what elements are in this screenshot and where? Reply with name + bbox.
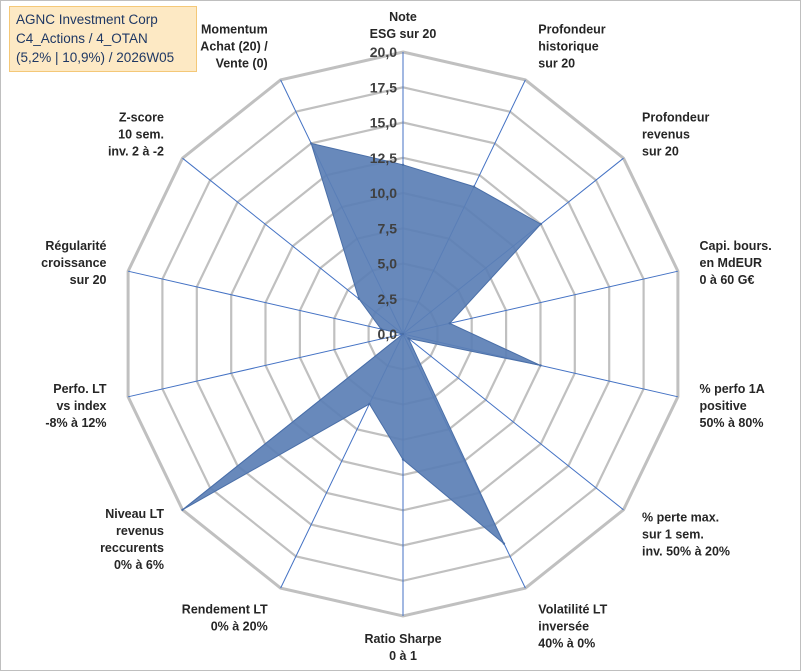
data-point	[401, 163, 405, 166]
axis-label: Volatilité LT inversée 40% à 0%	[538, 603, 607, 651]
data-point	[502, 542, 506, 545]
data-point	[181, 508, 184, 511]
tick-label: 2,5	[378, 291, 398, 307]
data-point	[379, 327, 383, 331]
data-point	[401, 458, 405, 461]
tick-label: 10,0	[370, 185, 397, 201]
axis-label: Régularité croissance sur 20	[41, 239, 106, 287]
axis-spoke	[127, 333, 404, 398]
axis-label: Rendement LT 0% à 20%	[182, 603, 268, 634]
title-company: AGNC Investment Corp	[16, 12, 158, 27]
title-performance-week: (5,2% | 10,9%) / 2026W05	[16, 50, 175, 65]
axis-spoke	[127, 270, 404, 335]
axis-label: Profondeur revenus sur 20	[642, 110, 709, 158]
data-point	[368, 402, 371, 406]
axis-label: Niveau LT revenus reccurents 0% à 6%	[100, 507, 164, 572]
data-point	[539, 222, 542, 226]
tick-label: 5,0	[378, 256, 398, 272]
axis-label: % perte max. sur 1 sem. inv. 50% à 20%	[642, 511, 730, 559]
data-point	[310, 142, 313, 145]
tick-label: 12,5	[370, 150, 397, 166]
axis-spoke	[402, 333, 624, 511]
tick-label: 7,5	[378, 220, 398, 236]
axis-label: Momentum Achat (20) / Vente (0)	[200, 23, 268, 71]
data-point	[357, 297, 361, 300]
axis-labels: Note ESG sur 20 Profondeur historique sur 20…	[41, 10, 772, 663]
radial-tick-labels: 0,0 2,5 5,0 7,5 10,0 12,5 15,0 17,5 20,0	[370, 44, 397, 342]
tick-label: 15,0	[370, 115, 397, 131]
tick-label: 0,0	[378, 326, 398, 342]
axis-label: Note ESG sur 20	[370, 10, 437, 41]
axis-label: Z-score 10 sem. inv. 2 à -2	[108, 110, 164, 158]
axis-label: % perfo 1A positive 50% à 80%	[700, 382, 765, 430]
axis-label: Capi. bours. en MdEUR 0 à 60 G€	[700, 239, 772, 287]
radar-series	[181, 142, 542, 545]
tick-label: 20,0	[370, 44, 397, 60]
data-point	[539, 364, 542, 367]
axis-label: Profondeur historique sur 20	[538, 23, 605, 71]
axis-label: Ratio Sharpe 0 à 1	[364, 632, 441, 663]
data-point	[401, 332, 405, 336]
tick-label: 17,5	[370, 79, 397, 95]
axis-label: Perfo. LT vs index -8% à 12%	[45, 382, 107, 430]
data-point	[407, 337, 410, 340]
data-point	[448, 322, 451, 325]
chart-title-box: AGNC Investment Corp C4_Actions / 4_OTAN…	[9, 6, 197, 72]
data-point	[472, 185, 476, 188]
title-category: C4_Actions / 4_OTAN	[16, 31, 148, 46]
